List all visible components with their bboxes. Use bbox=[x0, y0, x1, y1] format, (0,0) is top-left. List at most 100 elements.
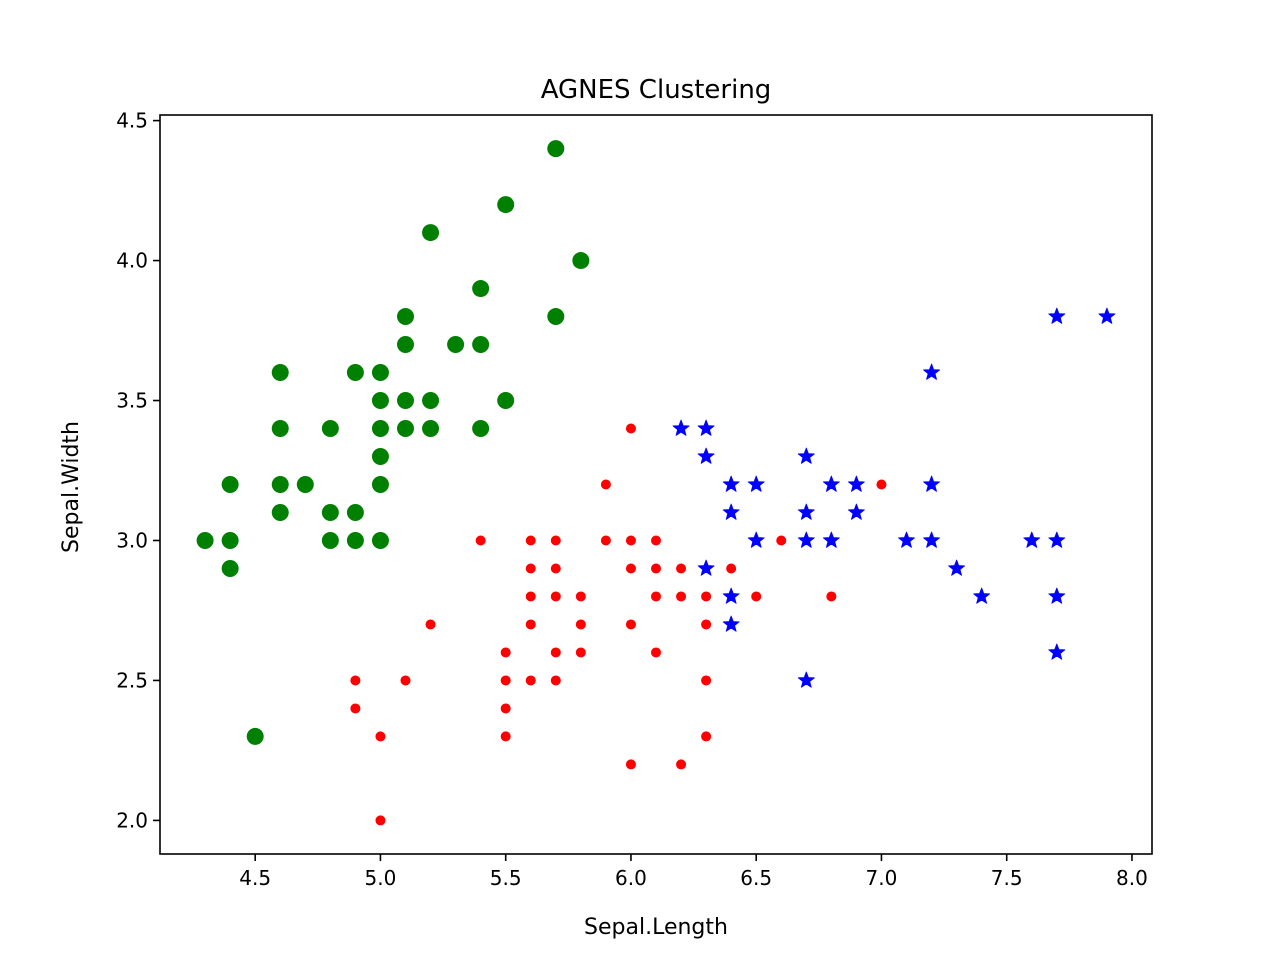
data-point bbox=[525, 563, 536, 574]
data-point bbox=[525, 619, 536, 630]
data-point bbox=[396, 336, 414, 354]
data-point bbox=[475, 535, 486, 546]
data-point bbox=[826, 591, 837, 602]
data-point bbox=[550, 563, 561, 574]
data-point bbox=[747, 531, 765, 548]
data-point bbox=[1098, 307, 1116, 324]
data-point bbox=[676, 563, 687, 574]
data-point bbox=[375, 731, 386, 742]
data-point bbox=[676, 591, 687, 602]
data-point bbox=[1023, 531, 1041, 548]
data-point bbox=[525, 535, 536, 546]
y-tick-label: 3.0 bbox=[116, 528, 148, 552]
data-point bbox=[847, 475, 865, 492]
data-point bbox=[196, 531, 214, 549]
data-point bbox=[676, 759, 687, 770]
data-point bbox=[923, 531, 941, 548]
data-point bbox=[973, 587, 991, 604]
data-point bbox=[747, 475, 765, 492]
data-point bbox=[722, 587, 740, 604]
data-point bbox=[425, 619, 436, 630]
series-0 bbox=[196, 140, 590, 745]
x-tick-label: 4.5 bbox=[239, 866, 271, 890]
data-point bbox=[346, 364, 364, 382]
data-point bbox=[497, 392, 515, 410]
data-point bbox=[396, 392, 414, 410]
data-point bbox=[722, 615, 740, 632]
data-point bbox=[472, 280, 490, 298]
y-tick-label: 3.5 bbox=[116, 389, 148, 413]
y-tick-label: 4.0 bbox=[116, 249, 148, 273]
data-point bbox=[651, 535, 661, 546]
data-point bbox=[722, 475, 740, 492]
data-point bbox=[350, 675, 361, 686]
data-point bbox=[697, 419, 715, 436]
series-1 bbox=[350, 423, 887, 826]
x-tick-label: 7.0 bbox=[866, 866, 898, 890]
data-point bbox=[500, 675, 511, 686]
data-point bbox=[550, 647, 561, 658]
data-point bbox=[271, 476, 289, 493]
y-tick-label: 2.5 bbox=[116, 668, 148, 692]
data-point bbox=[572, 252, 590, 270]
data-point bbox=[497, 196, 515, 214]
x-tick-label: 8.0 bbox=[1116, 866, 1148, 890]
data-point bbox=[472, 420, 490, 438]
data-point bbox=[625, 535, 636, 546]
data-point bbox=[575, 591, 586, 602]
data-point bbox=[547, 308, 565, 326]
data-point bbox=[822, 531, 840, 548]
data-point bbox=[651, 647, 661, 658]
x-tick-label: 6.0 bbox=[615, 866, 647, 890]
data-point bbox=[221, 559, 239, 577]
data-point bbox=[321, 503, 339, 521]
data-point bbox=[722, 503, 740, 520]
data-point bbox=[525, 675, 536, 686]
data-point bbox=[246, 727, 264, 745]
y-axis: 2.0 2.5 3.0 3.5 4.0 4.5 bbox=[116, 109, 160, 832]
data-point bbox=[271, 420, 289, 438]
data-marks bbox=[196, 140, 1116, 826]
data-point bbox=[1048, 587, 1066, 604]
data-point bbox=[701, 591, 712, 602]
data-point bbox=[371, 392, 389, 410]
data-point bbox=[1048, 643, 1066, 660]
data-point bbox=[751, 591, 762, 602]
data-point bbox=[651, 563, 661, 574]
data-point bbox=[797, 531, 815, 548]
data-point bbox=[1048, 307, 1066, 324]
data-point bbox=[1048, 531, 1066, 548]
data-point bbox=[271, 503, 289, 521]
data-point bbox=[600, 479, 611, 490]
data-point bbox=[923, 363, 941, 380]
chart-title: AGNES Clustering bbox=[541, 75, 772, 105]
data-point bbox=[500, 647, 511, 658]
data-point bbox=[547, 140, 565, 158]
y-tick-label: 4.5 bbox=[116, 109, 148, 133]
data-point bbox=[822, 475, 840, 492]
data-point bbox=[797, 671, 815, 688]
data-point bbox=[422, 420, 440, 438]
data-point bbox=[400, 675, 411, 686]
data-point bbox=[396, 308, 414, 326]
data-point bbox=[898, 531, 915, 548]
data-point bbox=[422, 392, 440, 410]
data-point bbox=[321, 420, 339, 438]
data-point bbox=[371, 420, 389, 438]
data-point bbox=[847, 503, 865, 520]
data-point bbox=[221, 531, 239, 549]
data-point bbox=[447, 336, 465, 354]
data-point bbox=[346, 503, 364, 521]
x-tick-label: 7.5 bbox=[991, 866, 1023, 890]
data-point bbox=[797, 503, 815, 520]
data-point bbox=[948, 559, 966, 576]
data-point bbox=[726, 563, 737, 574]
y-tick-label: 2.0 bbox=[116, 808, 148, 832]
data-point bbox=[625, 423, 636, 434]
data-point bbox=[221, 476, 239, 493]
data-point bbox=[371, 448, 389, 466]
data-point bbox=[375, 815, 386, 826]
data-point bbox=[625, 759, 636, 770]
